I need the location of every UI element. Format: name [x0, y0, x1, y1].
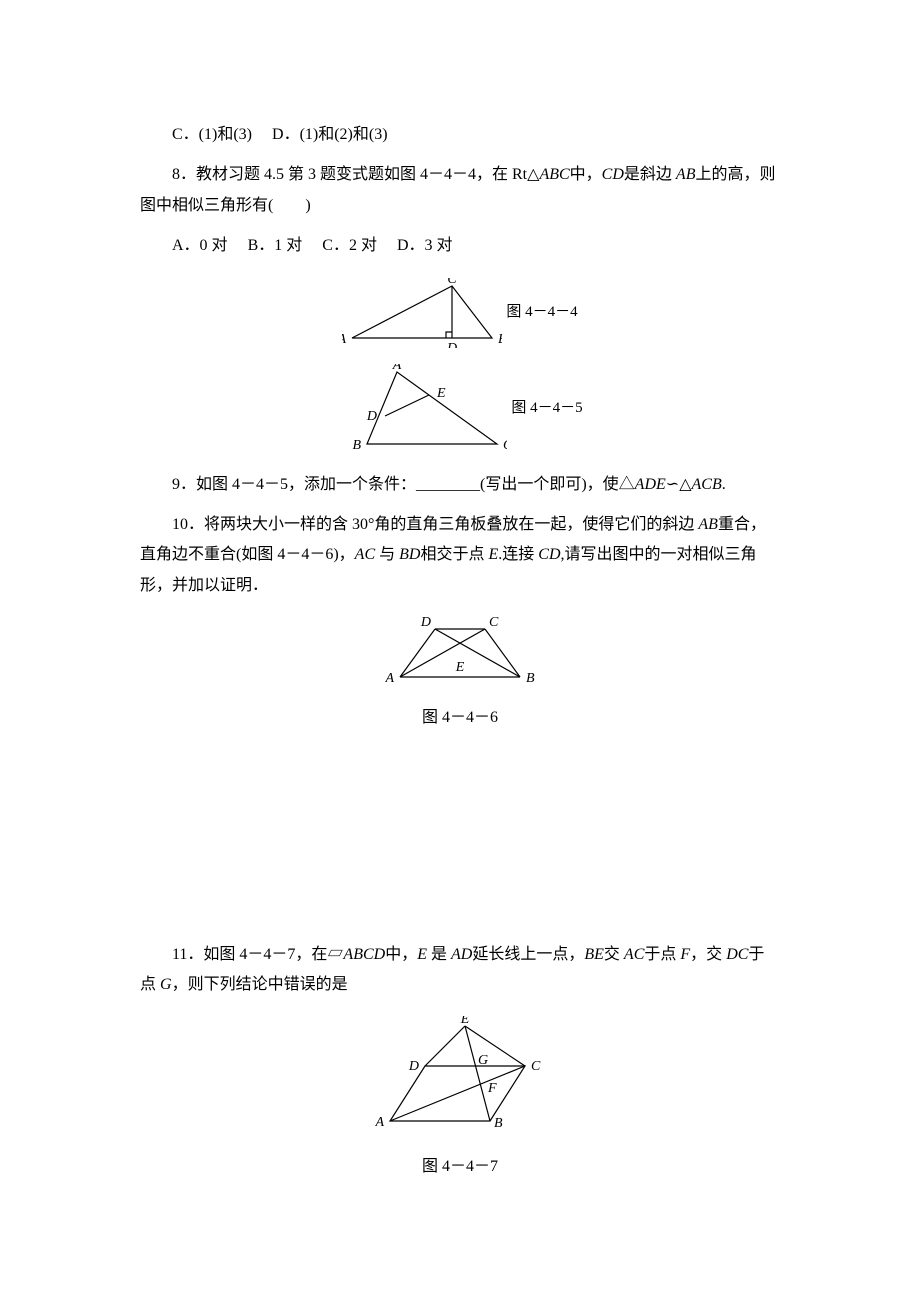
svg-text:G: G — [478, 1053, 488, 1068]
q8-opt-c: C．2 对 — [322, 237, 377, 254]
q8-text: 8．教材习题 4.5 第 3 题变式题如图 4－4－4，在 Rt△ABC中，CD… — [140, 160, 780, 221]
q8-opt-d: D．3 对 — [397, 237, 453, 254]
triangle-446-svg: A B D C E — [385, 617, 535, 687]
q10-text: 10．将两块大小一样的含 30°角的直角三角板叠放在一起，使得它们的斜边 AB重… — [140, 510, 780, 601]
q7-options: C．(1)和(3) D．(1)和(2)和(3) — [140, 120, 780, 150]
figure-4-4-4-label: 图 4－4－4 — [506, 298, 577, 327]
svg-text:D: D — [366, 409, 377, 424]
triangle-444-svg: A B C D — [342, 278, 502, 348]
figure-4-4-7-label: 图 4－4－7 — [140, 1152, 780, 1182]
triangle-445-svg: A B C D E — [337, 364, 507, 454]
svg-text:D: D — [420, 617, 431, 630]
svg-text:E: E — [455, 660, 465, 675]
q7-opt-d: D．(1)和(2)和(3) — [272, 126, 388, 143]
svg-text:A: A — [392, 364, 402, 373]
svg-text:E: E — [436, 386, 446, 401]
figure-4-4-6-label: 图 4－4－6 — [140, 703, 780, 733]
figure-4-4-6: A B D C E — [140, 617, 780, 687]
q8-opt-a: A．0 对 — [172, 237, 228, 254]
q7-opt-c: C．(1)和(3) — [172, 126, 252, 143]
spacer — [140, 750, 780, 930]
q8-options: A．0 对 B．1 对 C．2 对 D．3 对 — [140, 231, 780, 261]
q9-text: 9．如图 4－4－5，添加一个条件：________(写出一个即可)，使△ADE… — [140, 470, 780, 500]
svg-text:B: B — [353, 438, 362, 453]
svg-text:A: A — [342, 332, 346, 347]
svg-text:E: E — [460, 1016, 470, 1027]
svg-text:C: C — [531, 1059, 541, 1074]
svg-text:C: C — [489, 617, 499, 630]
figure-4-4-7: A B C D E GF — [140, 1016, 780, 1136]
svg-text:F: F — [487, 1081, 497, 1096]
figure-4-4-5-label: 图 4－4－5 — [511, 394, 582, 423]
figure-4-4-4: A B C D 图 4－4－4 — [140, 278, 780, 348]
q11-text: 11．如图 4－4－7，在▱ABCD中，E 是 AD延长线上一点，BE交 AC于… — [140, 940, 780, 1001]
svg-text:C: C — [448, 278, 458, 287]
svg-text:B: B — [526, 671, 535, 686]
svg-text:A: A — [375, 1115, 384, 1130]
parallelogram-447-svg: A B C D E GF — [375, 1016, 545, 1136]
q8-opt-b: B．1 对 — [248, 237, 303, 254]
figure-4-4-5: A B C D E 图 4－4－5 — [140, 364, 780, 454]
svg-text:B: B — [494, 1116, 503, 1131]
svg-text:C: C — [503, 438, 507, 453]
svg-text:D: D — [446, 341, 457, 348]
svg-text:D: D — [408, 1059, 419, 1074]
svg-text:A: A — [385, 671, 394, 686]
svg-text:B: B — [498, 332, 502, 347]
